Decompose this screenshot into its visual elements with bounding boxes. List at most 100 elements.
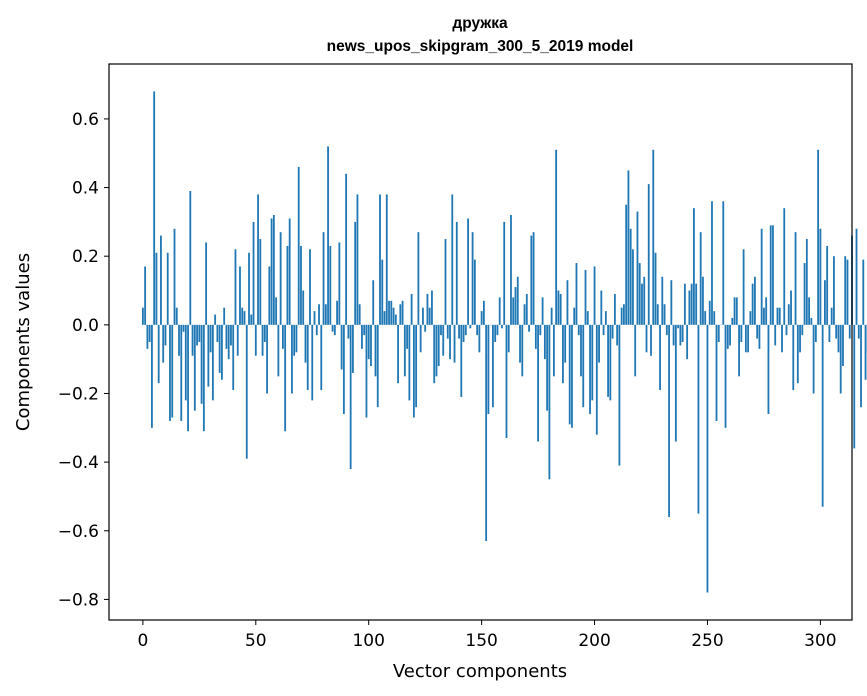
- bar-component-152: [485, 324, 488, 542]
- bar-component-200: [593, 266, 596, 325]
- bar-component-131: [437, 324, 440, 367]
- bar-component-151: [482, 300, 485, 325]
- bar-component-160: [503, 221, 506, 325]
- chart-subtitle: news_upos_skipgram_300_5_2019 model: [327, 38, 634, 55]
- bar-component-260: [729, 324, 731, 346]
- bar-component-37: [225, 324, 228, 349]
- bar-component-276: [765, 297, 768, 325]
- bar-component-61: [279, 232, 282, 325]
- bar-component-215: [627, 170, 630, 325]
- bar-component-117: [406, 324, 409, 349]
- bar-component-44: [241, 307, 244, 325]
- bar-component-224: [647, 184, 650, 325]
- bar-component-13: [171, 324, 174, 418]
- bar-component-212: [620, 307, 623, 325]
- bar-component-252: [711, 201, 713, 325]
- bar-component-285: [785, 324, 788, 336]
- bar-component-86: [336, 300, 338, 325]
- bar-component-266: [742, 249, 745, 325]
- bar-component-73: [306, 324, 309, 391]
- bar-component-47: [248, 252, 250, 325]
- bar-component-313: [848, 324, 851, 339]
- bar-component-286: [787, 304, 790, 325]
- bar-component-191: [573, 307, 576, 325]
- x-tick-label: 200: [578, 631, 610, 651]
- bar-component-140: [458, 324, 460, 339]
- bar-component-120: [412, 324, 415, 418]
- bar-component-91: [347, 324, 350, 339]
- bar-component-229: [659, 324, 661, 391]
- bar-component-248: [702, 276, 704, 325]
- bar-component-50: [254, 324, 257, 356]
- bar-component-320: [864, 324, 867, 380]
- bar-component-169: [523, 304, 526, 325]
- bar-component-113: [397, 324, 399, 384]
- bar-component-195: [582, 324, 585, 408]
- bar-component-304: [828, 324, 831, 342]
- bar-component-216: [629, 228, 632, 325]
- bar-component-69: [297, 166, 300, 325]
- bar-component-262: [733, 297, 736, 325]
- bar-component-135: [446, 324, 449, 339]
- bar-component-52: [259, 239, 262, 325]
- y-tick-label: 0.6: [72, 110, 99, 130]
- bar-component-32: [214, 314, 217, 325]
- bar-component-203: [600, 290, 603, 325]
- bar-component-26: [200, 324, 203, 404]
- bar-component-114: [399, 304, 402, 325]
- bar-component-220: [638, 263, 641, 325]
- bar-component-290: [796, 324, 799, 384]
- bar-component-107: [383, 311, 386, 325]
- bar-component-8: [160, 235, 162, 325]
- bar-component-227: [654, 252, 657, 325]
- bar-component-159: [501, 324, 503, 329]
- bar-component-243: [690, 283, 693, 325]
- bar-component-261: [731, 317, 734, 325]
- bar-component-230: [661, 276, 664, 325]
- bar-component-202: [598, 324, 600, 363]
- bar-component-98: [363, 324, 366, 336]
- bar-component-190: [571, 324, 573, 428]
- bar-component-99: [365, 324, 368, 418]
- bar-component-247: [699, 232, 702, 325]
- bar-component-145: [469, 324, 472, 329]
- bar-component-20: [187, 324, 189, 432]
- bar-component-309: [839, 324, 842, 394]
- bar-component-87: [338, 242, 341, 325]
- bar-component-119: [410, 293, 413, 325]
- bar-component-127: [428, 307, 431, 325]
- plot-frame: [108, 63, 853, 621]
- bar-component-31: [211, 324, 214, 401]
- bar-component-15: [175, 307, 178, 325]
- bar-component-297: [812, 324, 815, 394]
- bar-component-176: [539, 324, 542, 336]
- bar-component-265: [740, 324, 743, 342]
- bar-component-42: [236, 324, 239, 356]
- bar-component-139: [455, 221, 458, 325]
- bar-component-21: [189, 190, 192, 325]
- bar-component-124: [422, 307, 424, 325]
- bar-component-284: [783, 208, 786, 325]
- bar-component-49: [252, 221, 255, 325]
- bar-component-239: [681, 324, 684, 342]
- bar-component-149: [478, 324, 481, 353]
- x-tick-label: 300: [804, 631, 836, 651]
- bar-component-240: [683, 283, 686, 325]
- bar-component-48: [250, 314, 253, 325]
- bar-component-180: [548, 324, 551, 480]
- bar-component-101: [370, 324, 372, 367]
- bar-component-134: [444, 239, 447, 325]
- bar-component-93: [352, 324, 354, 373]
- bar-component-45: [243, 311, 246, 325]
- bar-component-150: [480, 311, 483, 325]
- bar-component-207: [609, 324, 612, 401]
- bar-component-213: [623, 304, 625, 325]
- bar-component-63: [284, 324, 287, 432]
- bar-component-36: [223, 307, 226, 325]
- bar-component-146: [471, 232, 474, 325]
- bar-component-291: [799, 324, 801, 353]
- bar-component-299: [817, 149, 820, 325]
- bar-component-43: [239, 266, 241, 325]
- bar-component-293: [803, 263, 806, 325]
- bar-component-128: [431, 290, 433, 325]
